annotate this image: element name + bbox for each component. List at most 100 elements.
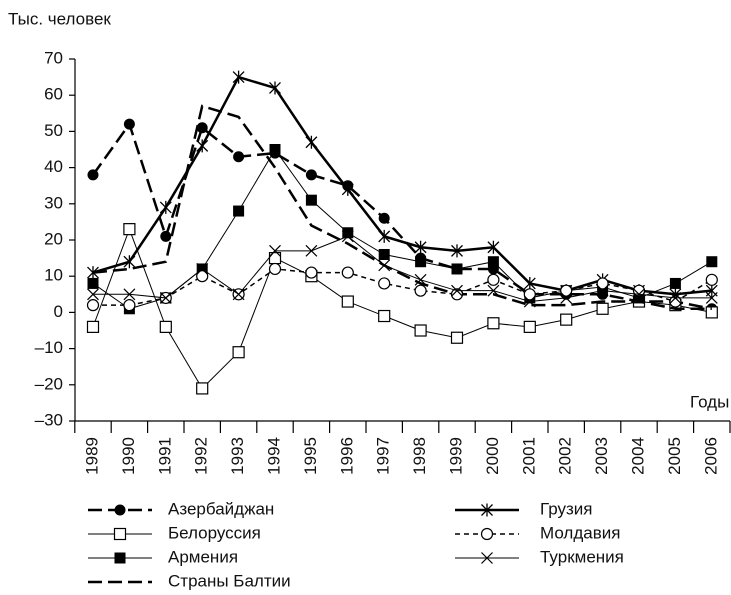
- legend-marker: [113, 527, 127, 541]
- x-axis-label: Годы: [690, 392, 729, 411]
- x-tick-label: 1989: [82, 437, 101, 475]
- marker: [233, 205, 245, 217]
- marker: [123, 288, 136, 301]
- x-tick-label: 1998: [410, 437, 429, 475]
- marker: [523, 288, 536, 301]
- marker: [596, 284, 609, 297]
- marker: [450, 331, 464, 344]
- marker: [706, 256, 718, 268]
- legend-label: Молдавия: [540, 523, 620, 542]
- marker: [86, 320, 100, 333]
- y-tick-label: 30: [44, 193, 63, 212]
- marker: [196, 122, 208, 134]
- x-tick-label: 1993: [228, 437, 247, 475]
- y-tick-label: –20: [35, 374, 63, 393]
- legend-marker: [481, 503, 493, 517]
- legend-label: Грузия: [540, 499, 593, 518]
- marker: [233, 151, 245, 163]
- x-tick-label: 1997: [374, 437, 393, 475]
- marker: [269, 81, 281, 95]
- marker: [378, 212, 390, 224]
- marker: [341, 295, 354, 308]
- marker: [196, 382, 209, 395]
- marker: [487, 273, 500, 286]
- marker: [196, 263, 209, 275]
- marker: [487, 256, 499, 268]
- legend-label: Азербайджан: [168, 499, 274, 518]
- x-tick-label: 1990: [119, 437, 138, 475]
- marker: [305, 266, 318, 279]
- x-tick-label: 2002: [556, 437, 575, 475]
- marker: [268, 262, 282, 276]
- marker: [560, 291, 573, 304]
- marker: [414, 284, 427, 297]
- marker: [523, 320, 536, 333]
- marker: [123, 118, 135, 130]
- marker: [632, 284, 646, 297]
- y-tick-label: –10: [35, 338, 63, 357]
- marker: [159, 320, 172, 333]
- marker: [232, 70, 245, 84]
- marker: [160, 230, 172, 242]
- marker: [451, 263, 463, 275]
- marker: [114, 504, 126, 516]
- legend-label: Туркмения: [540, 547, 624, 566]
- marker: [269, 244, 281, 257]
- marker: [523, 276, 536, 290]
- x-tick-label: 2006: [701, 437, 720, 475]
- marker: [705, 291, 718, 304]
- legend-marker: [480, 527, 494, 541]
- y-axis-label: Тыс. человек: [8, 9, 111, 28]
- series-line: [93, 235, 712, 303]
- marker: [596, 302, 609, 315]
- legend-marker: [114, 504, 126, 516]
- series-line: [93, 268, 713, 306]
- y-tick-label: 40: [44, 157, 63, 176]
- marker: [378, 259, 391, 272]
- marker: [305, 244, 318, 257]
- marker: [451, 284, 463, 297]
- marker: [159, 291, 172, 304]
- x-tick-label: 2004: [628, 437, 647, 475]
- marker: [87, 277, 99, 289]
- marker: [378, 277, 391, 290]
- y-tick-label: –30: [35, 410, 63, 429]
- marker: [633, 288, 645, 301]
- x-tick-label: 2000: [483, 437, 502, 475]
- marker: [560, 284, 573, 297]
- marker: [305, 194, 317, 206]
- marker: [113, 527, 127, 541]
- marker: [414, 324, 427, 337]
- marker: [123, 223, 136, 236]
- marker: [341, 230, 354, 243]
- x-tick-label: 1996: [337, 437, 356, 475]
- marker: [87, 266, 99, 280]
- legend-label: Страны Балтии: [168, 571, 291, 590]
- y-tick-label: 0: [54, 302, 63, 321]
- marker: [196, 270, 209, 283]
- series: [92, 104, 712, 311]
- x-tick-label: 2003: [592, 437, 611, 475]
- marker: [305, 135, 318, 149]
- x-tick-label: 1994: [264, 437, 283, 475]
- marker: [450, 288, 464, 301]
- marker: [560, 313, 573, 326]
- marker: [596, 277, 609, 290]
- legend-marker: [114, 552, 126, 564]
- y-tick-label: 20: [44, 229, 63, 248]
- marker: [342, 227, 354, 239]
- legend-label: Белоруссия: [168, 523, 261, 542]
- marker: [341, 266, 354, 279]
- series-line: [92, 227, 712, 390]
- y-tick-label: 10: [44, 266, 63, 285]
- marker: [378, 309, 391, 323]
- x-tick-label: 2001: [519, 437, 538, 475]
- marker: [487, 284, 500, 297]
- y-tick-label: 50: [44, 121, 63, 140]
- marker: [123, 255, 136, 269]
- marker: [669, 277, 681, 289]
- series: [87, 230, 718, 308]
- marker: [414, 273, 427, 286]
- marker: [87, 169, 99, 181]
